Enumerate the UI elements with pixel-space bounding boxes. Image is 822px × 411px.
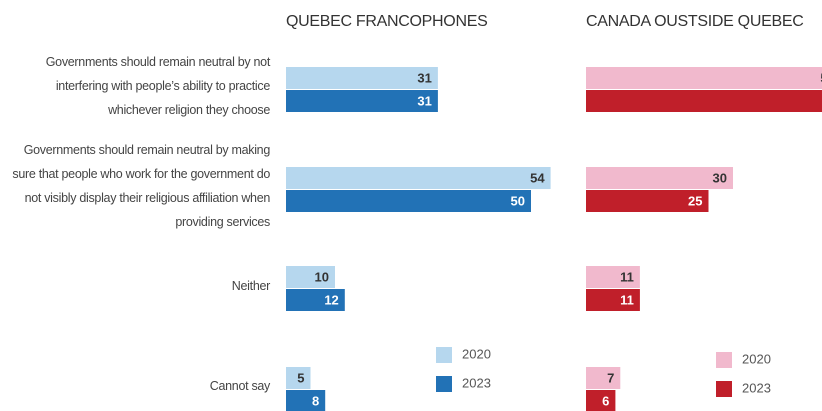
bar — [286, 190, 531, 212]
value-label: 6 — [602, 393, 609, 408]
value-label: 25 — [688, 193, 702, 208]
bar — [586, 367, 621, 389]
bar — [586, 390, 616, 411]
value-label: 50 — [511, 193, 525, 208]
legend-label: 2023 — [462, 375, 491, 390]
value-label: 5 — [297, 370, 304, 385]
bar — [286, 266, 335, 288]
value-label: 8 — [312, 393, 319, 408]
value-label: 30 — [713, 170, 727, 185]
value-label: 11 — [620, 292, 634, 307]
panel-title: CANADA OUSTSIDE QUEBEC — [586, 13, 803, 30]
bar — [286, 289, 345, 311]
category-label: Neither — [231, 279, 271, 293]
value-label: 31 — [417, 93, 431, 108]
value-label: 7 — [607, 370, 614, 385]
legend-swatch — [436, 347, 452, 363]
legend-swatch — [436, 376, 452, 392]
category-label: Cannot say — [209, 379, 271, 393]
bar — [286, 90, 438, 112]
value-label: 52 — [820, 70, 822, 85]
bar — [286, 390, 326, 411]
bar — [586, 167, 733, 189]
category-label: Governments should remain neutral by mak… — [12, 143, 270, 229]
bar — [586, 67, 822, 89]
legend-label: 2023 — [742, 380, 771, 395]
bar — [586, 90, 822, 112]
bar — [286, 167, 551, 189]
value-label: 10 — [315, 269, 329, 284]
value-label: 31 — [417, 70, 431, 85]
legend-label: 2020 — [742, 351, 771, 366]
panel-title: QUEBEC FRANCOPHONES — [286, 13, 487, 30]
value-label: 12 — [324, 292, 338, 307]
legend-label: 2020 — [462, 346, 491, 361]
value-label: 54 — [530, 170, 545, 185]
bar — [286, 367, 311, 389]
bar — [586, 190, 709, 212]
category-label: Governments should remain neutral by not… — [45, 55, 271, 117]
value-label: 11 — [620, 269, 634, 284]
bar — [286, 67, 438, 89]
bar — [586, 289, 640, 311]
bar — [586, 266, 640, 288]
legend-swatch — [716, 352, 732, 368]
legend-swatch — [716, 381, 732, 397]
